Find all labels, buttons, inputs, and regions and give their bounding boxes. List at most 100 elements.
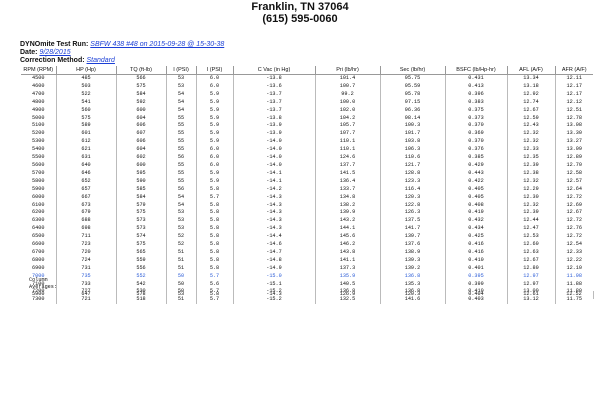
average-cell: 5900 <box>21 291 57 299</box>
table-cell: 144.1 <box>315 225 381 234</box>
average-cell: 53 <box>166 291 197 299</box>
table-cell: 12.22 <box>566 256 583 263</box>
table-cell: 679 <box>56 209 117 218</box>
averages-row: 5900 647 578 53 5.8 -14.3 126.9 120.3 0.… <box>21 291 594 299</box>
table-cell: 0.401 <box>445 264 508 273</box>
table-cell: -14.0 <box>233 154 316 162</box>
table-cell: 5.8 <box>196 241 234 249</box>
column-header: Pri (lb/hr) <box>315 66 381 75</box>
table-cell: -13.8 <box>233 114 316 123</box>
table-cell: 688 <box>56 217 117 226</box>
date-link[interactable]: 9/28/2015 <box>39 49 71 56</box>
table-cell: 12.30 <box>507 193 556 202</box>
table-cell: 116.4 <box>380 185 446 194</box>
table-cell: -14.1 <box>233 177 316 186</box>
correction-link[interactable]: Standard <box>86 57 115 64</box>
table-row: 6100 673 579 54 5.8 -14.3 138.2 122.8 0.408 12.32… <box>21 201 593 210</box>
table-cell: 12.97 <box>507 272 556 281</box>
table-cell: -13.7 <box>233 98 316 107</box>
table-cell: 53 <box>166 217 197 226</box>
table-cell: 601 <box>56 130 117 139</box>
table-cell: 12.33 <box>566 248 583 255</box>
table-cell: 12.74 <box>507 98 556 107</box>
table-cell: 12.97 <box>507 280 556 289</box>
table-cell: 101.4 <box>315 74 381 83</box>
table-cell: 5700 <box>21 169 57 178</box>
table-cell: 5.7 <box>196 296 234 305</box>
correction-label: Correction Method: <box>20 57 85 64</box>
date-line: Date: 9/28/2015 <box>20 49 71 57</box>
table-cell: 100.7 <box>315 82 381 91</box>
table-cell: 6100 <box>21 201 57 210</box>
table-cell: 0.431 <box>445 74 508 83</box>
table-cell: 0.405 <box>445 185 508 194</box>
table-cell: 0.375 <box>445 106 508 115</box>
table-cell: 503 <box>56 82 117 91</box>
table-row: 6300 688 573 53 5.8 -14.3 143.2 137.5 0.432 12.44… <box>21 217 593 226</box>
table-cell: 141.6 <box>380 296 446 305</box>
table-cell: 5.7 <box>196 272 234 281</box>
table-cell: 6900 <box>21 264 57 273</box>
table-cell: 12.70 <box>566 161 583 168</box>
table-cell: 724 <box>56 256 117 265</box>
table-cell: 95.59 <box>380 82 446 91</box>
table-cell: 12.67 <box>507 106 556 115</box>
table-cell: 13.09 <box>566 146 583 153</box>
table-cell: -15.2 <box>233 296 316 305</box>
table-cell: 139.2 <box>380 264 446 273</box>
table-cell: 12.43 <box>507 122 556 131</box>
table-cell: 136.4 <box>315 177 381 186</box>
test-run-link[interactable]: SBFW 438 #48 on 2015-09-28 @ 15-30-38 <box>90 41 225 48</box>
table-cell: 138.2 <box>315 201 381 210</box>
table-row: 4700 522 584 54 5.9 -13.7 99.2 95.78 0.396 12.92 1… <box>21 90 593 99</box>
table-cell: -14.3 <box>233 209 316 218</box>
table-cell: 12.72 <box>566 217 583 224</box>
table-cell: 54 <box>166 90 197 99</box>
table-cell: 720 <box>56 248 117 257</box>
table-cell: 12.17 <box>566 90 583 97</box>
table-cell: 12.72 <box>566 233 583 240</box>
table-cell: 6400 <box>21 225 57 234</box>
table-cell: -13.9 <box>233 130 316 139</box>
table-cell: 5.9 <box>196 114 234 123</box>
table-cell: 6300 <box>21 217 57 226</box>
average-cell: 12.52 <box>555 291 594 299</box>
table-cell: 5.9 <box>196 138 234 147</box>
table-body: 4500 485 566 53 6.0 -13.8 101.4 95.75 0.431 13.34… <box>21 74 593 305</box>
table-cell: 667 <box>56 193 117 202</box>
table-cell: 585 <box>116 185 167 194</box>
table-cell: 105.7 <box>315 122 381 131</box>
table-cell: 51 <box>166 264 197 273</box>
table-cell: 12.57 <box>566 177 583 184</box>
table-cell: 104.2 <box>315 114 381 123</box>
table-cell: 139.9 <box>315 209 381 218</box>
table-cell: 584 <box>116 90 167 99</box>
table-cell: 97.15 <box>380 98 446 107</box>
table-cell: 107.7 <box>315 130 381 139</box>
table-cell: 0.429 <box>445 161 508 170</box>
table-cell: 631 <box>56 154 117 162</box>
table-cell: 12.32 <box>507 130 556 139</box>
table-row: 4800 541 592 54 5.9 -13.7 100.0 97.15 0.383 12.74… <box>21 98 593 107</box>
table-cell: -14.0 <box>233 138 316 147</box>
table-cell: 5400 <box>21 146 57 155</box>
table-cell: 5300 <box>21 138 57 147</box>
table-cell: 13.34 <box>507 74 556 83</box>
table-cell: 50 <box>166 280 197 289</box>
table-cell: 0.419 <box>445 209 508 218</box>
table-cell: 12.67 <box>566 209 583 216</box>
table-row: 6700 720 565 51 5.8 -14.7 143.8 138.9 0.416 12.63… <box>21 248 593 257</box>
table-cell: -14.3 <box>233 225 316 234</box>
table-row: 5000 575 604 55 5.9 -13.8 104.2 98.14 0.373 12.59… <box>21 114 593 123</box>
table-cell: 721 <box>56 296 117 305</box>
table-cell: -14.3 <box>233 201 316 210</box>
correction-line: Correction Method: Standard <box>20 57 115 65</box>
table-cell: 12.58 <box>566 169 583 176</box>
table-cell: 140.5 <box>315 280 381 289</box>
table-cell: 55 <box>166 114 197 123</box>
table-cell: 141.5 <box>315 169 381 178</box>
table-cell: -13.6 <box>233 82 316 91</box>
column-header: TQ (ft-lb) <box>116 66 167 75</box>
table-cell: 6500 <box>21 233 57 242</box>
table-cell: 652 <box>56 177 117 186</box>
